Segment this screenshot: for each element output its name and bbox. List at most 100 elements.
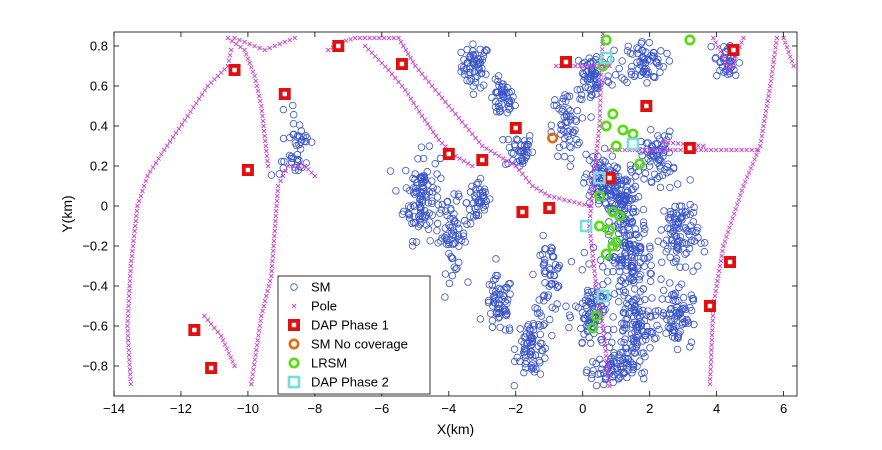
- pole-point: [257, 45, 262, 51]
- pole-point: [128, 263, 134, 269]
- x-stroke: [622, 147, 628, 153]
- pole-point: [126, 347, 132, 353]
- sm-point: [550, 101, 558, 110]
- sm-point: [433, 219, 442, 228]
- x-stroke: [257, 98, 263, 104]
- x-stroke: [255, 88, 261, 94]
- x-stroke: [205, 83, 211, 89]
- sm-point: [484, 298, 493, 307]
- pole-point: [413, 63, 418, 69]
- pole-point: [546, 193, 552, 199]
- sm-point: [641, 225, 649, 233]
- pole-point: [243, 52, 249, 57]
- x-stroke: [708, 362, 714, 367]
- pole-point: [786, 49, 791, 55]
- x-stroke: [291, 303, 297, 309]
- x-stroke: [138, 193, 144, 199]
- pole-point: [416, 67, 421, 73]
- x-stroke: [145, 173, 150, 179]
- y-axis-title: Y(km): [59, 195, 75, 232]
- x-stroke: [588, 233, 593, 239]
- x-stroke: [125, 328, 130, 334]
- x-stroke: [389, 71, 395, 77]
- pole-point: [173, 130, 179, 136]
- x-stroke: [707, 381, 713, 387]
- pole-point: [283, 168, 288, 174]
- sm-point: [486, 309, 495, 318]
- marker-point: [603, 172, 616, 184]
- pole-point: [695, 143, 701, 148]
- sm-point: [426, 237, 434, 245]
- sm-point: [438, 200, 447, 209]
- pole-point: [127, 288, 132, 294]
- x-stroke: [153, 160, 159, 166]
- x-stroke: [709, 337, 715, 343]
- x-stroke: [637, 147, 643, 153]
- x-stroke: [725, 229, 731, 235]
- pole-point: [755, 148, 761, 153]
- pole-point: [309, 170, 314, 175]
- legend-marker: [288, 319, 300, 331]
- sm-point: [472, 180, 481, 189]
- pole-point: [553, 63, 559, 69]
- sm-point: [626, 178, 635, 186]
- x-stroke: [325, 47, 331, 53]
- pole-point: [131, 233, 137, 239]
- x-stroke: [663, 147, 668, 153]
- sm-point: [646, 344, 654, 352]
- x-stroke: [128, 376, 133, 382]
- pole-point: [500, 156, 506, 161]
- sm-point: [683, 317, 692, 325]
- pole-point: [302, 163, 308, 169]
- sm-point: [638, 38, 646, 46]
- marker-point: [559, 56, 572, 68]
- sm-point: [476, 315, 485, 323]
- sm-point: [533, 305, 541, 313]
- x-stroke: [787, 54, 793, 59]
- pole-point: [287, 37, 293, 43]
- sm-point: [476, 84, 485, 92]
- x-stroke: [312, 173, 318, 179]
- sm-point: [678, 319, 687, 327]
- sm-point: [419, 172, 427, 180]
- pole-point: [130, 243, 136, 249]
- sm-point: [410, 202, 419, 211]
- sm-point: [447, 253, 455, 261]
- pole-point: [205, 317, 211, 323]
- sm-point: [636, 357, 644, 365]
- pole-point: [727, 67, 733, 73]
- sm-point: [653, 59, 661, 67]
- sm-point: [465, 53, 474, 62]
- x-stroke: [709, 342, 714, 348]
- x-stroke: [376, 57, 381, 63]
- pole-point: [218, 70, 224, 75]
- sm-point: [624, 354, 633, 363]
- sm-point: [658, 258, 666, 266]
- sm-point: [516, 156, 524, 165]
- pole-point: [126, 303, 131, 309]
- x-stroke: [709, 347, 714, 353]
- sm-point: [623, 177, 632, 185]
- pole-point: [606, 373, 611, 379]
- sm-point: [648, 142, 656, 150]
- sm-point: [448, 223, 457, 231]
- y-tick-label: −0.4: [82, 279, 108, 294]
- sm-point: [500, 92, 508, 101]
- sm-point: [574, 304, 583, 312]
- x-stroke: [419, 71, 425, 77]
- sm-point: [558, 121, 566, 130]
- square-inner: [399, 61, 405, 67]
- sm-point: [417, 143, 426, 151]
- sm-point: [676, 237, 684, 245]
- pole-point: [381, 35, 387, 41]
- x-stroke: [258, 313, 264, 319]
- sm-point: [615, 194, 623, 202]
- sm-point: [275, 170, 283, 178]
- sm-point: [551, 280, 560, 288]
- pole-point: [215, 73, 221, 79]
- sm-point: [662, 311, 670, 319]
- x-stroke: [416, 67, 421, 73]
- pole-point: [496, 153, 502, 159]
- pole-point: [164, 143, 170, 149]
- sm-point: [613, 164, 621, 173]
